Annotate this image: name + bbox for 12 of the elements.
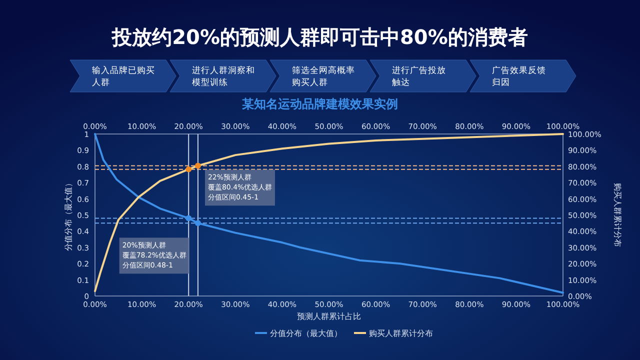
y2-axis-title: 购买人群累计分布 [613, 183, 622, 247]
chart-title: 投放约20%的预测人群即可击中80%的消费者 [111, 25, 528, 49]
text: 进行人群洞察和模型训练 [192, 65, 255, 88]
text: 筛选全网高概率购买人群 [292, 65, 355, 88]
text: 输入品牌已购买人群 [92, 65, 155, 88]
x-axis-title: 预测人群累计占比 [297, 312, 361, 321]
text: 广告效果反馈归因 [492, 65, 546, 88]
y-axis-title: 分值分布（最大值） [64, 179, 73, 251]
legend-label: 分值分布（最大值） [270, 329, 342, 338]
legend-label: 购买人群累计分布 [369, 329, 433, 338]
text: 进行广告投放触达 [392, 65, 446, 88]
chart-subtitle: 某知名运动品牌建模效果实例 [241, 97, 398, 111]
